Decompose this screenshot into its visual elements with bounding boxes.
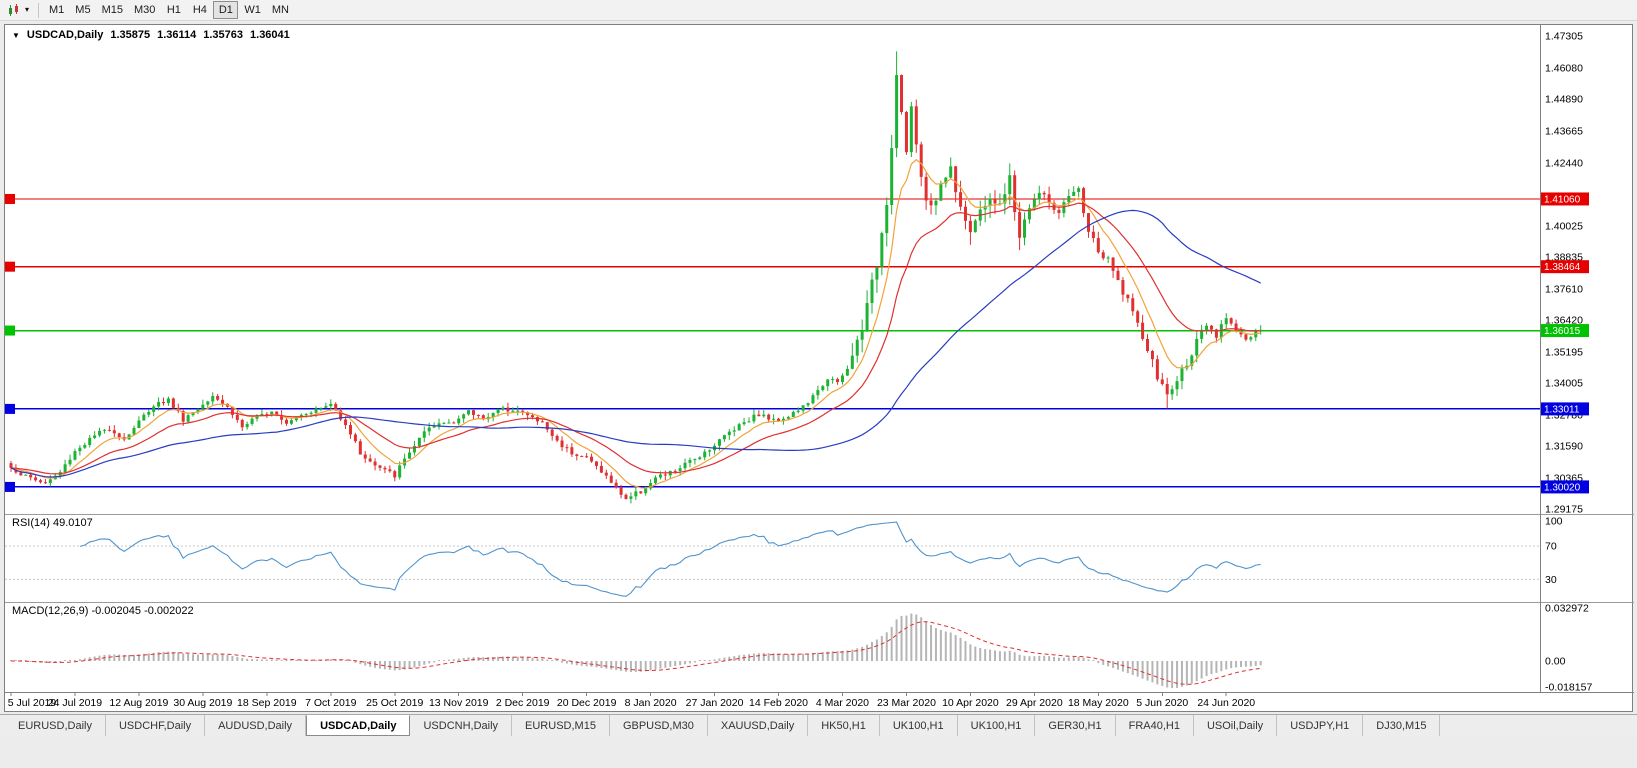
chart-tab-uk100-h1[interactable]: UK100,H1 — [958, 715, 1036, 736]
ohlc-high: 1.36114 — [157, 29, 197, 41]
svg-text:0.032972: 0.032972 — [1545, 603, 1589, 615]
svg-text:27 Jan 2020: 27 Jan 2020 — [686, 697, 744, 709]
svg-text:1.33011: 1.33011 — [1544, 404, 1580, 415]
chart-tab-fra40-h1[interactable]: FRA40,H1 — [1116, 715, 1194, 736]
svg-text:24 Jul 2019: 24 Jul 2019 — [48, 697, 102, 709]
chart-tab-xauusd-daily[interactable]: XAUUSD,Daily — [708, 715, 809, 736]
svg-text:13 Nov 2019: 13 Nov 2019 — [429, 697, 489, 709]
chart-tab-usdchf-daily[interactable]: USDCHF,Daily — [106, 715, 206, 736]
macd-layer — [10, 613, 1262, 689]
toolbar-separator — [38, 2, 40, 18]
chart-tab-usoil-daily[interactable]: USOil,Daily — [1194, 715, 1278, 736]
chart-tab-eurusd-m15[interactable]: EURUSD,M15 — [512, 715, 610, 736]
chart-tab-eurusd-daily[interactable]: EURUSD,Daily — [5, 715, 106, 736]
svg-text:-0.018157: -0.018157 — [1545, 682, 1592, 694]
svg-text:1.41060: 1.41060 — [1544, 194, 1581, 205]
timeframe-button-m30[interactable]: M30 — [129, 1, 160, 19]
svg-text:5 Jul 2019: 5 Jul 2019 — [8, 697, 57, 709]
svg-text:1.38464: 1.38464 — [1544, 262, 1581, 273]
timeframe-button-m5[interactable]: M5 — [70, 1, 95, 19]
svg-text:24 Jun 2020: 24 Jun 2020 — [1197, 697, 1255, 709]
candlestick-chart-icon — [9, 3, 18, 16]
ohlc-open: 1.35875 — [110, 29, 151, 41]
chart-tab-gbpusd-m30[interactable]: GBPUSD,M30 — [610, 715, 708, 736]
svg-text:0.00: 0.00 — [1545, 656, 1566, 668]
svg-text:1.29175: 1.29175 — [1545, 503, 1583, 515]
chevron-down-icon: ▾ — [25, 5, 30, 14]
svg-text:1.36015: 1.36015 — [1544, 326, 1581, 337]
svg-text:1.31590: 1.31590 — [1545, 440, 1583, 452]
svg-text:1.43665: 1.43665 — [1545, 126, 1583, 138]
timeframe-button-m1[interactable]: M1 — [44, 1, 69, 19]
timeframe-toolbar: ▾ M1 M5 M15 M30 H1 H4 D1 W1 MN — [0, 0, 1637, 21]
svg-text:23 Mar 2020: 23 Mar 2020 — [877, 697, 936, 709]
svg-text:7 Oct 2019: 7 Oct 2019 — [305, 697, 357, 709]
svg-text:18 Sep 2019: 18 Sep 2019 — [237, 697, 297, 709]
svg-text:1.38835: 1.38835 — [1545, 252, 1583, 264]
chart-header: ▼ USDCAD,Daily 1.35875 1.36114 1.35763 1… — [12, 29, 290, 41]
svg-text:1.44890: 1.44890 — [1545, 94, 1583, 106]
candles-layer — [9, 51, 1263, 504]
timeframe-button-h1[interactable]: H1 — [161, 1, 186, 19]
chart-tab-audusd-daily[interactable]: AUDUSD,Daily — [205, 715, 307, 736]
chart-tab-usdjpy-h1[interactable]: USDJPY,H1 — [1277, 715, 1364, 736]
chart-type-dropdown[interactable]: ▾ — [4, 3, 33, 18]
svg-text:18 May 2020: 18 May 2020 — [1068, 697, 1129, 709]
svg-text:1.30020: 1.30020 — [1544, 482, 1581, 493]
timeframe-button-mn[interactable]: MN — [267, 1, 294, 19]
svg-text:1.42440: 1.42440 — [1545, 157, 1583, 169]
timeframe-buttons: M1 M5 M15 M30 H1 H4 D1 W1 MN — [44, 1, 294, 19]
timeframe-button-h4[interactable]: H4 — [187, 1, 212, 19]
hline-layer — [5, 198, 1540, 488]
svg-text:5 Jun 2020: 5 Jun 2020 — [1136, 697, 1188, 709]
svg-text:30 Aug 2019: 30 Aug 2019 — [173, 697, 232, 709]
svg-text:14 Feb 2020: 14 Feb 2020 — [749, 697, 808, 709]
chart-tab-dj30-m15[interactable]: DJ30,M15 — [1363, 715, 1441, 736]
svg-text:1.34005: 1.34005 — [1545, 377, 1583, 389]
ohlc-low: 1.35763 — [203, 29, 244, 41]
timeframe-button-d1[interactable]: D1 — [213, 1, 239, 19]
chart-tab-usdcnh-daily[interactable]: USDCNH,Daily — [410, 715, 513, 736]
svg-text:20 Dec 2019: 20 Dec 2019 — [557, 697, 617, 709]
svg-text:1.35195: 1.35195 — [1545, 346, 1583, 358]
chart-tab-hk50-h1[interactable]: HK50,H1 — [808, 715, 880, 736]
svg-text:70: 70 — [1545, 540, 1557, 552]
svg-text:8 Jan 2020: 8 Jan 2020 — [625, 697, 677, 709]
chart-window: 1.47305 1.46080 1.44890 1.43665 1.42440 1.400… — [4, 24, 1634, 713]
svg-text:1.47305: 1.47305 — [1545, 31, 1583, 43]
chart-title: USDCAD,Daily — [26, 29, 104, 41]
svg-text:1.37610: 1.37610 — [1545, 283, 1583, 295]
svg-text:2 Dec 2019: 2 Dec 2019 — [496, 697, 550, 709]
svg-text:1.36420: 1.36420 — [1545, 314, 1583, 326]
svg-text:100: 100 — [1545, 516, 1563, 528]
chart-tab-usdcad-daily[interactable]: USDCAD,Daily — [306, 715, 411, 736]
svg-text:10 Apr 2020: 10 Apr 2020 — [942, 697, 999, 709]
svg-text:4 Mar 2020: 4 Mar 2020 — [816, 697, 869, 709]
axes-layer[interactable]: 1.47305 1.46080 1.44890 1.43665 1.42440 1.400… — [5, 25, 1634, 709]
svg-text:1.40025: 1.40025 — [1545, 220, 1583, 232]
rsi-indicator-label: RSI(14) 49.0107 — [12, 517, 93, 529]
chart-canvas[interactable]: 1.47305 1.46080 1.44890 1.43665 1.42440 1.400… — [5, 25, 1634, 713]
timeframe-button-m15[interactable]: M15 — [97, 1, 128, 19]
rsi-layer — [5, 521, 1540, 597]
ohlc-close: 1.36041 — [250, 29, 290, 41]
chart-tab-ger30-h1[interactable]: GER30,H1 — [1035, 715, 1116, 736]
svg-text:30: 30 — [1545, 574, 1557, 586]
svg-text:1.46080: 1.46080 — [1545, 63, 1583, 75]
chart-tabs-bar: EURUSD,Daily USDCHF,Daily AUDUSD,Daily USDC… — [0, 714, 1637, 736]
chart-tab-uk100-h1[interactable]: UK100,H1 — [880, 715, 958, 736]
svg-text:25 Oct 2019: 25 Oct 2019 — [366, 697, 423, 709]
timeframe-button-w1[interactable]: W1 — [239, 1, 266, 19]
collapse-chart-icon[interactable]: ▼ — [12, 30, 20, 40]
macd-indicator-label: MACD(12,26,9) -0.002045 -0.002022 — [12, 605, 194, 617]
svg-text:12 Aug 2019: 12 Aug 2019 — [109, 697, 168, 709]
moving-average-layer — [10, 158, 1261, 489]
svg-text:29 Apr 2020: 29 Apr 2020 — [1006, 697, 1063, 709]
